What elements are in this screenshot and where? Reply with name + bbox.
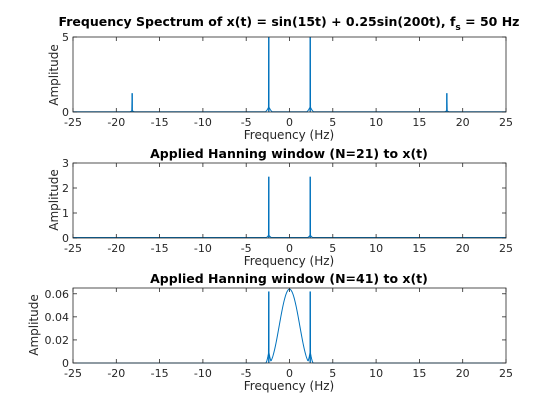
panel-2-title: Applied Hanning window (N=21) to x(t) (150, 146, 428, 161)
panel-2-xtick-label: 5 (329, 242, 336, 255)
panel-1-xtick-label: 20 (456, 116, 470, 129)
panel-2-xtick-label: 10 (369, 242, 383, 255)
panel-2-ytick-label: 2 (62, 182, 69, 195)
panel-3-ytick-label: 0.06 (45, 288, 70, 301)
panel-3-ylabel: Amplitude (27, 294, 41, 356)
panel-3-xtick-label: 0 (286, 367, 293, 380)
panel-3: Applied Hanning window (N=41) to x(t) Fr… (27, 271, 513, 393)
panel-1-xlabel: Frequency (Hz) (244, 128, 335, 142)
panel-3-xtick-label: -15 (151, 367, 169, 380)
panel-2-ylabel: Amplitude (47, 169, 61, 231)
panel-3-xtick-label: -20 (107, 367, 125, 380)
panel-1-xtick-label: -25 (64, 116, 82, 129)
panel-1-xtick-label: -15 (151, 116, 169, 129)
panel-3-xtick-label: 15 (412, 367, 426, 380)
panel-2-xtick-label: 20 (456, 242, 470, 255)
panel-2-ytick-label: 0 (62, 232, 69, 245)
panel-2-xtick-label: -25 (64, 242, 82, 255)
panel-1: Frequency Spectrum of x(t) = sin(15t) + … (47, 14, 519, 142)
panel-2-ytick-label: 3 (62, 157, 69, 170)
panel-2-ytick-label: 1 (62, 207, 69, 220)
panel-1-title: Frequency Spectrum of x(t) = sin(15t) + … (59, 14, 520, 33)
panel-2: Applied Hanning window (N=21) to x(t) Fr… (47, 146, 513, 268)
panel-3-xtick-label: 5 (329, 367, 336, 380)
panel-2-xlabel: Frequency (Hz) (244, 254, 335, 268)
panel-3-xtick-label: -10 (194, 367, 212, 380)
panel-1-xtick-label: -5 (241, 116, 252, 129)
panel-2-xtick-label: 15 (412, 242, 426, 255)
panel-2-xtick-label: 0 (286, 242, 293, 255)
panel-3-xtick-label: -25 (64, 367, 82, 380)
panel-3-ytick-label: 0 (62, 357, 69, 370)
panel-2-xtick-label: -5 (241, 242, 252, 255)
panel-1-xtick-label: 5 (329, 116, 336, 129)
panel-3-xtick-label: -5 (241, 367, 252, 380)
panel-1-xtick-label: 0 (286, 116, 293, 129)
panel-1-xtick-label: -20 (107, 116, 125, 129)
panel-3-xtick-label: 25 (499, 367, 513, 380)
panel-3-xtick-label: 10 (369, 367, 383, 380)
panel-1-ytick-label: 0 (62, 106, 69, 119)
panel-3-ytick-label: 0.02 (45, 334, 70, 347)
panel-1-xtick-label: 10 (369, 116, 383, 129)
panel-3-xtick-label: 20 (456, 367, 470, 380)
panel-1-xtick-label: 15 (412, 116, 426, 129)
panel-1-ytick-label: 5 (62, 31, 69, 44)
panel-1-xtick-label: 25 (499, 116, 513, 129)
panel-3-title: Applied Hanning window (N=41) to x(t) (150, 271, 428, 286)
panel-3-xlabel: Frequency (Hz) (244, 379, 335, 393)
panel-2-xtick-label: -15 (151, 242, 169, 255)
panel-1-ylabel: Amplitude (47, 44, 61, 106)
panel-1-xtick-label: -10 (194, 116, 212, 129)
panel-3-ytick-label: 0.04 (45, 311, 70, 324)
panel-2-xtick-label: -20 (107, 242, 125, 255)
panel-2-xtick-label: -10 (194, 242, 212, 255)
panel-2-xtick-label: 25 (499, 242, 513, 255)
